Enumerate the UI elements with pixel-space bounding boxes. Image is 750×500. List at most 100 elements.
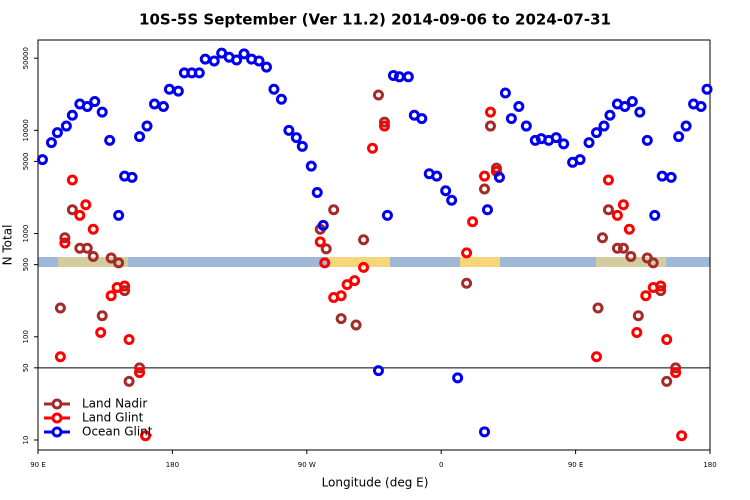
- point: [123, 334, 135, 346]
- point: [96, 310, 108, 322]
- y-tick-label: 10: [22, 436, 30, 445]
- point: [148, 98, 160, 110]
- point: [104, 134, 116, 146]
- point: [655, 280, 667, 292]
- point: [134, 367, 146, 379]
- point: [479, 183, 491, 195]
- point: [123, 375, 135, 387]
- legend-marker: [51, 412, 63, 424]
- point: [461, 277, 473, 289]
- y-tick-label: 1000: [22, 225, 30, 243]
- point: [141, 120, 153, 132]
- point: [499, 87, 511, 99]
- point: [54, 351, 66, 363]
- point: [105, 252, 117, 264]
- x-tick-label: 0: [439, 461, 443, 469]
- point: [602, 174, 614, 186]
- point: [661, 375, 673, 387]
- point: [126, 171, 138, 183]
- point: [134, 131, 146, 143]
- point: [656, 170, 668, 182]
- point: [505, 113, 517, 125]
- point: [105, 290, 117, 302]
- point: [290, 132, 302, 144]
- point: [283, 124, 295, 136]
- point: [268, 83, 280, 95]
- point: [163, 83, 175, 95]
- point: [591, 351, 603, 363]
- y-tick-label: 5000: [22, 152, 30, 170]
- x-tick-label: 90 E: [30, 461, 46, 469]
- point: [89, 96, 101, 108]
- point: [231, 54, 243, 66]
- point: [96, 106, 108, 118]
- plot-frame: [37, 39, 711, 451]
- y-axis-label: N Total: [1, 225, 15, 266]
- point: [619, 101, 631, 113]
- point: [583, 137, 595, 149]
- point: [349, 275, 361, 287]
- point: [372, 365, 384, 377]
- point: [335, 313, 347, 325]
- map-strip: [38, 257, 710, 267]
- point: [140, 430, 152, 442]
- point: [208, 55, 220, 67]
- point: [467, 216, 479, 228]
- point: [479, 170, 491, 182]
- point: [95, 327, 107, 339]
- legend-label: Ocean Glint: [82, 425, 153, 439]
- point: [393, 71, 405, 83]
- point: [358, 261, 370, 273]
- point: [623, 223, 635, 235]
- point: [461, 247, 473, 259]
- point: [328, 204, 340, 216]
- point: [602, 204, 614, 216]
- point: [481, 204, 493, 216]
- point: [649, 209, 661, 221]
- point: [591, 127, 603, 139]
- point: [604, 109, 616, 121]
- point: [676, 430, 688, 442]
- legend-label: Land Nadir: [82, 397, 147, 411]
- point: [479, 426, 491, 438]
- y-tick-label: 50000: [22, 47, 30, 69]
- point: [81, 101, 93, 113]
- point: [305, 160, 317, 172]
- point: [701, 83, 713, 95]
- legend-label: Land Glint: [82, 411, 144, 425]
- point: [484, 120, 496, 132]
- y-tick-label: 10000: [22, 119, 30, 141]
- point: [74, 209, 86, 221]
- point: [80, 199, 92, 211]
- point: [625, 250, 637, 262]
- point: [358, 234, 370, 246]
- point: [634, 106, 646, 118]
- point: [199, 53, 211, 65]
- point: [695, 101, 707, 113]
- point: [275, 93, 287, 105]
- x-tick-label: 90 W: [298, 461, 316, 469]
- point: [311, 186, 323, 198]
- point: [626, 96, 638, 108]
- point: [87, 223, 99, 235]
- y-tick-label: 500: [22, 258, 30, 271]
- point: [529, 134, 541, 146]
- point: [238, 48, 250, 60]
- y-tick-label: 100: [22, 330, 30, 343]
- point: [598, 120, 610, 132]
- point: [253, 55, 265, 67]
- x-tick-label: 180: [166, 461, 179, 469]
- point: [51, 127, 63, 139]
- point: [81, 242, 93, 254]
- y-tick-label: 50: [22, 363, 30, 372]
- point: [647, 257, 659, 269]
- point: [378, 116, 390, 128]
- point: [431, 170, 443, 182]
- point: [402, 71, 414, 83]
- point: [367, 142, 379, 154]
- point: [452, 372, 464, 384]
- point: [113, 257, 125, 269]
- point: [59, 237, 71, 249]
- point: [513, 101, 525, 113]
